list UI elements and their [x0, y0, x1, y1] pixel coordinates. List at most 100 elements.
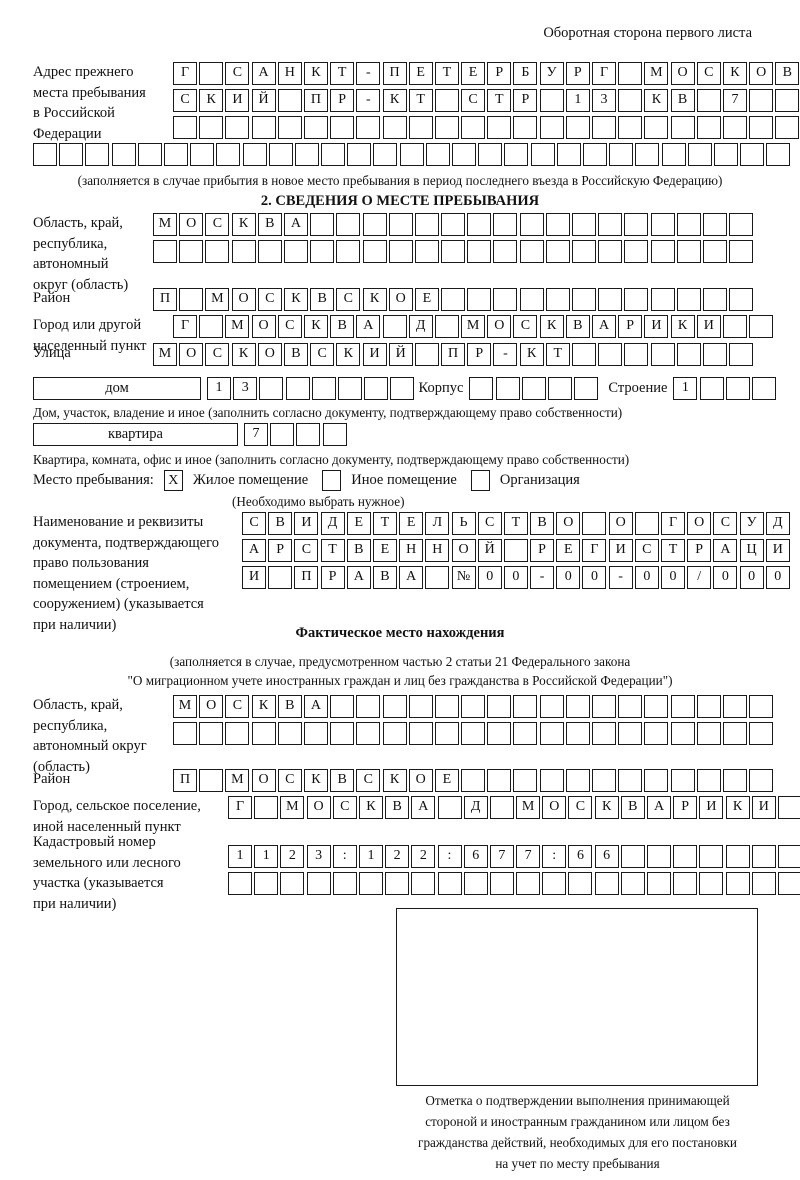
char-cell[interactable]: А [242, 539, 266, 562]
char-cell[interactable]: О [451, 539, 476, 562]
char-cell[interactable] [399, 143, 424, 166]
char-cell[interactable]: Д [408, 315, 433, 338]
char-cell[interactable]: К [725, 796, 750, 819]
char-cell[interactable]: М [153, 213, 177, 236]
char-cell[interactable] [722, 116, 747, 139]
char-cell[interactable] [751, 377, 776, 400]
char-cell[interactable]: Р [330, 89, 355, 112]
char-cell[interactable] [513, 769, 538, 792]
char-cell[interactable] [225, 722, 250, 745]
char-cell[interactable]: О [487, 315, 512, 338]
char-cell[interactable] [280, 872, 305, 895]
char-cell[interactable] [647, 872, 671, 895]
char-cell[interactable]: Р [268, 539, 293, 562]
char-cell[interactable] [503, 539, 528, 562]
char-cell[interactable] [347, 143, 372, 166]
char-cell[interactable] [676, 343, 701, 366]
char-cell[interactable]: Т [434, 62, 459, 85]
char-cell[interactable]: О [251, 769, 276, 792]
char-cell[interactable] [594, 872, 619, 895]
char-cell[interactable] [545, 288, 570, 311]
char-cell[interactable]: О [251, 315, 276, 338]
char-cell[interactable] [661, 143, 686, 166]
char-cell[interactable]: И [242, 566, 266, 589]
char-cell[interactable]: М [153, 343, 177, 366]
char-cell[interactable]: С [332, 796, 357, 819]
char-cell[interactable] [634, 512, 659, 535]
char-cell[interactable] [647, 845, 671, 868]
char-cell[interactable] [330, 695, 355, 718]
char-cell[interactable]: С [294, 539, 319, 562]
char-cell[interactable] [539, 116, 564, 139]
char-cell[interactable] [676, 213, 701, 236]
char-cell[interactable]: Р [673, 796, 698, 819]
char-cell[interactable] [153, 240, 177, 263]
char-cell[interactable]: 7 [722, 89, 747, 112]
char-cell[interactable]: Б [513, 62, 538, 85]
char-cell[interactable]: Е [461, 62, 486, 85]
char-cell[interactable] [519, 240, 544, 263]
char-cell[interactable] [729, 288, 754, 311]
char-cell[interactable] [504, 143, 529, 166]
char-cell[interactable]: В [268, 512, 293, 535]
char-cell[interactable] [545, 240, 570, 263]
char-cell[interactable] [487, 722, 512, 745]
char-cell[interactable] [425, 566, 450, 589]
char-cell[interactable]: 1 [207, 377, 231, 400]
char-cell[interactable] [382, 116, 407, 139]
char-cell[interactable]: А [356, 315, 381, 338]
char-cell[interactable] [373, 143, 398, 166]
char-cell[interactable]: Т [330, 62, 355, 85]
char-cell[interactable] [702, 240, 727, 263]
korpus-cells[interactable] [469, 377, 600, 400]
char-cell[interactable] [310, 213, 335, 236]
char-cell[interactable]: С [173, 89, 197, 112]
char-cell[interactable]: Е [414, 288, 439, 311]
char-cell[interactable]: К [251, 695, 276, 718]
char-cell[interactable] [362, 240, 387, 263]
char-cell[interactable] [618, 769, 643, 792]
char-cell[interactable]: С [277, 769, 302, 792]
char-cell[interactable]: С [696, 62, 721, 85]
char-cell[interactable] [33, 143, 57, 166]
char-cell[interactable]: К [539, 315, 564, 338]
char-cell[interactable]: М [205, 288, 230, 311]
char-cell[interactable]: О [556, 512, 581, 535]
char-cell[interactable] [749, 695, 774, 718]
char-cell[interactable] [463, 872, 488, 895]
char-cell[interactable] [644, 722, 669, 745]
char-cell[interactable]: С [461, 89, 486, 112]
char-cell[interactable]: А [303, 695, 328, 718]
char-cell[interactable] [749, 769, 774, 792]
char-cell[interactable] [530, 143, 555, 166]
char-cell[interactable]: К [382, 89, 407, 112]
flat-number-cells[interactable]: 7 [244, 423, 349, 446]
char-cell[interactable] [268, 143, 293, 166]
char-cell[interactable]: И [699, 796, 724, 819]
char-cell[interactable] [620, 845, 645, 868]
char-cell[interactable] [673, 845, 698, 868]
char-cell[interactable]: П [441, 343, 466, 366]
char-cell[interactable] [336, 213, 361, 236]
char-cell[interactable]: - [530, 566, 555, 589]
char-cell[interactable]: А [251, 62, 276, 85]
char-cell[interactable] [635, 143, 660, 166]
char-cell[interactable]: Г [173, 62, 197, 85]
char-cell[interactable] [356, 722, 381, 745]
char-cell[interactable] [489, 872, 514, 895]
char-cell[interactable]: А [399, 566, 424, 589]
char-cell[interactable]: Н [277, 62, 302, 85]
char-cell[interactable] [539, 722, 564, 745]
char-cell[interactable] [565, 116, 590, 139]
char-cell[interactable] [644, 769, 669, 792]
char-cell[interactable] [644, 116, 669, 139]
char-cell[interactable] [670, 116, 695, 139]
char-cell[interactable] [519, 213, 544, 236]
char-cell[interactable]: 0 [477, 566, 502, 589]
char-cell[interactable] [59, 143, 84, 166]
char-cell[interactable]: - [608, 566, 633, 589]
char-cell[interactable] [179, 288, 204, 311]
char-cell[interactable]: С [242, 512, 266, 535]
